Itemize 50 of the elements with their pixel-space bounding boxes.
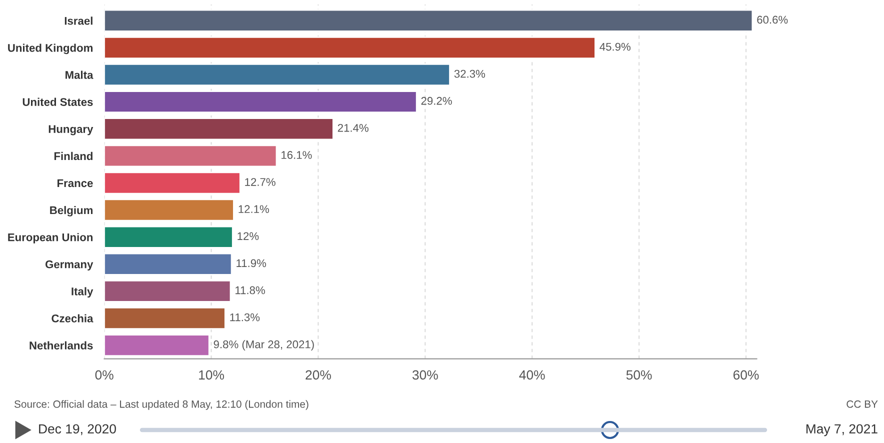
y-tick-label: Italy <box>72 287 94 298</box>
y-tick-label: United States <box>22 98 93 106</box>
y-tick-label: Malta <box>66 70 94 79</box>
bar <box>104 226 234 248</box>
bar <box>104 64 450 86</box>
bar <box>104 280 232 302</box>
x-tick-label: 20% <box>306 370 331 380</box>
x-tick-label: 10% <box>199 370 224 380</box>
text: CC BY <box>846 400 878 408</box>
bar <box>104 307 226 330</box>
data-label: 29.2% <box>421 96 452 105</box>
y-tick-label: Israel <box>64 16 92 25</box>
x-tick-label: 60% <box>733 370 759 380</box>
bar <box>104 144 278 168</box>
y-tick-label: Netherlands <box>30 341 93 350</box>
data-label: 12% <box>238 232 259 240</box>
bar <box>104 36 596 59</box>
y-tick-label: United Kingdom <box>8 44 93 54</box>
data-label: 21.4% <box>338 124 368 132</box>
y-tick-label: European Union <box>8 233 93 244</box>
text: May 7, 2021 <box>806 424 878 436</box>
x-tick-label: 50% <box>626 370 652 380</box>
x-tick-label: 0% <box>95 370 114 380</box>
x-tick-label: 30% <box>412 370 438 380</box>
data-label: 12.7% <box>245 178 276 186</box>
y-tick-label: France <box>58 179 93 188</box>
text: Dec 19, 2020 <box>39 424 116 436</box>
y-tick-label: Czechia <box>52 314 94 322</box>
bar <box>104 90 418 114</box>
bar <box>104 252 232 276</box>
x-tick-label: 40% <box>519 370 545 380</box>
data-label: 12.1% <box>238 205 269 213</box>
data-label: 60.6% <box>757 16 788 24</box>
data-label: 11.8% <box>236 286 265 294</box>
data-label: 32.3% <box>454 70 486 78</box>
y-tick-label: Germany <box>45 260 94 270</box>
data-label: 11.3% <box>230 313 260 322</box>
y-tick-label: Finland <box>54 152 92 160</box>
data-label: 16.1% <box>282 151 312 159</box>
source-note: Source: Official data – Last updated 8 May, 12:10 (London time) <box>14 400 308 410</box>
bar <box>104 9 754 32</box>
bar <box>104 118 334 140</box>
data-label: 45.9% <box>600 42 630 51</box>
bar <box>104 334 210 357</box>
y-tick-label: Hungary <box>48 125 94 136</box>
bar <box>104 198 234 222</box>
data-label: 11.9% <box>236 259 266 268</box>
y-tick-label: Belgium <box>50 206 93 216</box>
bar <box>104 172 241 194</box>
data-label: 9.8% (Mar 28, 2021) <box>214 340 314 350</box>
